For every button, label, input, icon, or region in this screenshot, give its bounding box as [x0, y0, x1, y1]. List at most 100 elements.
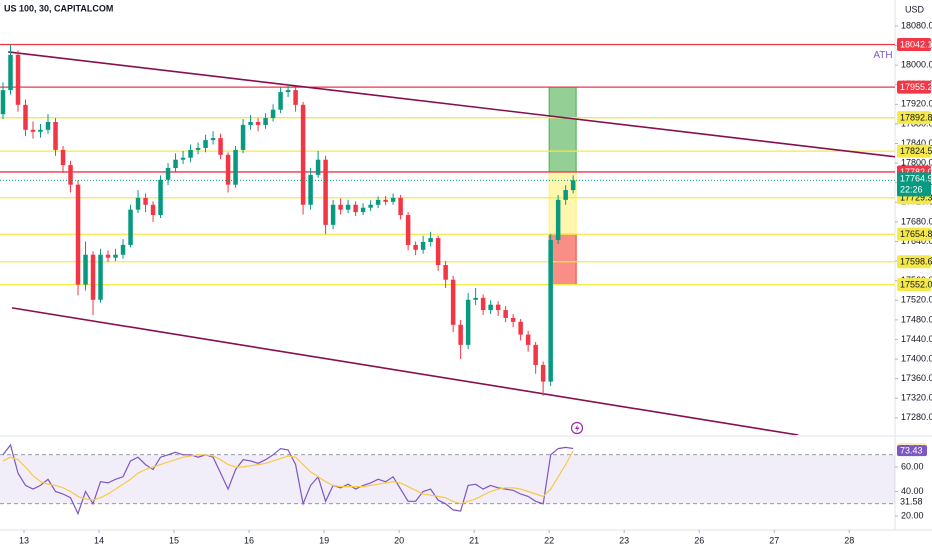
candle-body [173, 159, 178, 169]
candle-body [360, 207, 366, 213]
x-tick-label: 16 [244, 535, 254, 545]
candle-body [150, 204, 156, 216]
candle-body [398, 197, 403, 216]
candle-body [270, 109, 276, 119]
candle-body [315, 159, 321, 175]
candle-body [293, 90, 298, 105]
candle-body [495, 304, 501, 311]
level-tag-label: 18042.1 [900, 39, 932, 49]
level-tag [897, 144, 931, 158]
countdown: 22:26 [900, 185, 923, 195]
candle-body [135, 197, 141, 210]
last-price-label: 17764.9 [900, 174, 932, 184]
y-tick-label: 18080.0 [901, 20, 932, 30]
x-tick-label: 22 [544, 535, 554, 545]
candle-body [8, 54, 13, 91]
candle-body [263, 118, 268, 125]
level-tag-label: 17729.3 [900, 193, 932, 203]
y-tick-label: 17360.0 [901, 373, 932, 383]
candle-body [30, 129, 36, 132]
candle-body [308, 174, 313, 205]
candle-body [195, 147, 201, 150]
candle-body [180, 157, 186, 160]
level-tag [897, 80, 931, 94]
candle-body [548, 240, 553, 382]
x-tick-label: 21 [469, 535, 479, 545]
rsi-tag [897, 496, 927, 508]
candle-body [53, 121, 58, 150]
candle-body [188, 149, 193, 158]
candle-body [338, 204, 343, 210]
currency: USD [905, 4, 925, 14]
candle-body [443, 265, 448, 280]
x-tick-label: 23 [619, 535, 629, 545]
rsi-pane [0, 443, 895, 516]
level-tag [897, 38, 931, 52]
candle-body [45, 121, 51, 130]
level-tag [897, 111, 931, 125]
candle-body [0, 90, 6, 115]
candle-body [23, 104, 28, 130]
bolt[interactable] [575, 424, 580, 433]
candle-body [83, 254, 88, 285]
position-box [548, 233, 577, 286]
level-tag [897, 255, 931, 269]
position-box [548, 86, 577, 173]
candle-body [15, 54, 21, 105]
candle-body [75, 184, 81, 285]
candle-body [533, 344, 538, 365]
last-price-tag [897, 172, 931, 197]
candle-body [555, 199, 561, 241]
candle-body [38, 129, 43, 132]
y-tick-label: 17280.0 [901, 412, 932, 422]
level-tag-label: 17955.2 [900, 82, 932, 92]
bolt-icon[interactable] [570, 421, 584, 435]
candle-body [158, 179, 163, 216]
x-tick-label: 26 [694, 535, 704, 545]
candle-body [503, 310, 508, 318]
rsi-line [2, 443, 574, 516]
y-tick-label: 17480.0 [901, 314, 932, 324]
candle-body [390, 197, 396, 202]
candle-body [300, 104, 306, 205]
candle-body [368, 204, 373, 208]
candle-body [458, 324, 463, 345]
candle-body [120, 244, 126, 255]
x-tick-label: 15 [169, 535, 179, 545]
candle-body [525, 334, 531, 345]
candle-body [330, 204, 336, 225]
candle-body [143, 197, 148, 205]
y-tick-label: 17640.0 [901, 236, 932, 246]
level-tag-label: 17552.0 [900, 279, 932, 289]
candle-body [405, 215, 411, 245]
level-tag-label: 17654.8 [900, 229, 932, 239]
candle-body [225, 154, 231, 185]
candle-body [540, 364, 546, 382]
candle-body [255, 121, 261, 125]
candle-body [375, 199, 381, 205]
candle-body [510, 317, 516, 322]
x-tick-label: 19 [319, 535, 329, 545]
x-tick-label: 28 [844, 535, 854, 545]
candle-body [465, 299, 471, 345]
price-pane [0, 43, 895, 435]
candle-body [563, 190, 568, 200]
candle-body [488, 304, 493, 311]
y-tick-label: 17920.0 [901, 99, 932, 109]
candle-body [60, 149, 66, 166]
candle-body [240, 124, 246, 150]
annotation: ATH [873, 50, 892, 61]
y-tick-label: 17440.0 [901, 334, 932, 344]
level-tag-label: 17892.8 [900, 113, 932, 123]
x-tick-label: 20 [394, 535, 404, 545]
rsi-y-tick-label: 40.00 [901, 486, 924, 496]
y-tick-label: 17680.0 [901, 216, 932, 226]
rsi-line [2, 450, 574, 505]
y-tick-label: 17400.0 [901, 353, 932, 363]
candle-body [210, 138, 216, 141]
x-tick-label: 13 [19, 535, 29, 545]
candle-body [435, 238, 441, 266]
candle-body [203, 140, 208, 148]
candle-body [473, 297, 478, 300]
